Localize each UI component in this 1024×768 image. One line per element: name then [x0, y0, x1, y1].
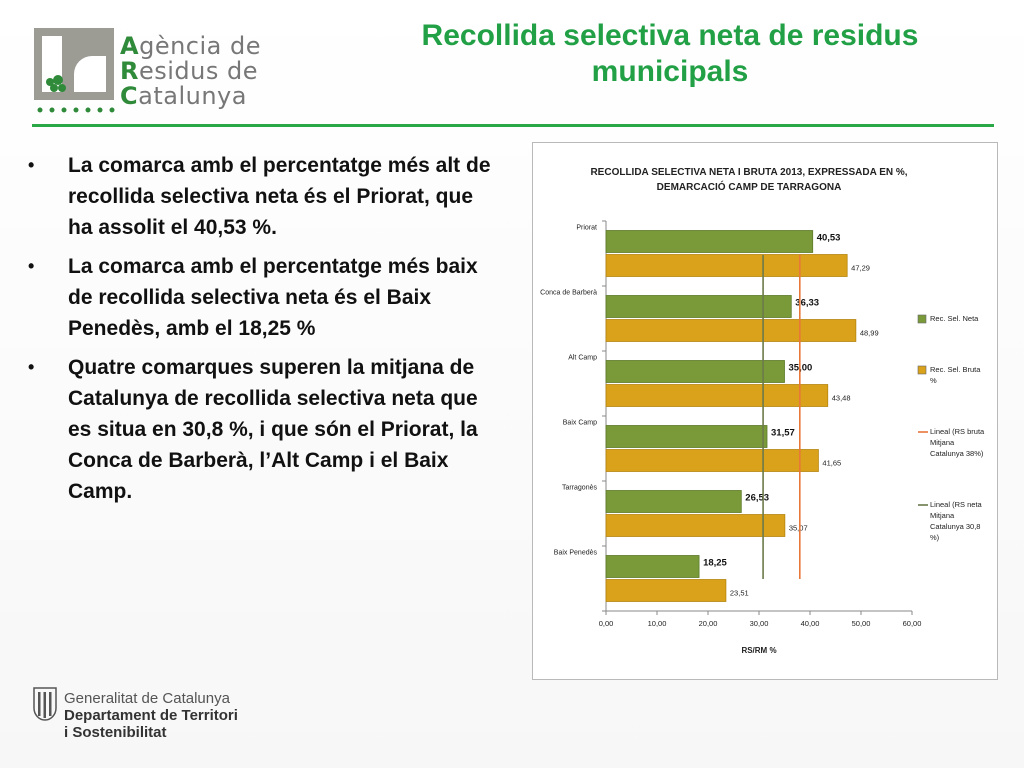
legend-label: %	[930, 376, 937, 385]
data-label-neta: 26,53	[745, 493, 769, 504]
footer-text: Generalitat de Catalunya Departament de …	[64, 690, 238, 741]
category-label: Alt Camp	[568, 355, 597, 362]
title-divider	[32, 124, 994, 127]
bar-neta	[605, 490, 742, 513]
bullet-text: La comarca amb el percentatge més alt de…	[68, 154, 491, 239]
bar-bruta	[605, 384, 829, 407]
x-tick-label: 40,00	[801, 619, 820, 628]
bar-neta	[605, 230, 814, 253]
legend-label: Rec. Sel. Neta	[930, 314, 979, 323]
bar-bruta	[605, 514, 786, 537]
logo-line-2: Residus de	[120, 57, 258, 85]
x-tick-label: 60,00	[903, 619, 922, 628]
bar-neta	[605, 360, 785, 383]
bullet-dot: •	[28, 357, 35, 377]
bar-neta	[605, 425, 768, 448]
bar-bruta	[605, 319, 857, 342]
bullet-dot: •	[28, 256, 35, 276]
x-tick-label: 0,00	[599, 619, 614, 628]
data-label-bruta: 47,29	[851, 264, 870, 273]
x-tick-label: 10,00	[648, 619, 667, 628]
category-label: Tarragonès	[562, 485, 598, 492]
x-tick-label: 50,00	[852, 619, 871, 628]
data-label-bruta: 35,07	[789, 524, 808, 533]
category-label: Baix Penedès	[554, 550, 598, 557]
bar-bruta	[605, 579, 727, 602]
chart-title: DEMARCACIÓ CAMP DE TARRAGONA	[657, 180, 842, 193]
bullet-item: • La comarca amb el percentatge més baix …	[28, 251, 498, 344]
generalitat-logo	[33, 687, 57, 721]
bar-chart: RECOLLIDA SELECTIVA NETA I BRUTA 2013, E…	[540, 167, 985, 655]
legend-label: Mitjana	[930, 438, 955, 447]
slide-title: Recollida selectiva neta de residus muni…	[421, 19, 919, 88]
legend-label: Lineal (RS bruta	[930, 427, 985, 436]
legend-label: Mitjana	[930, 511, 955, 520]
data-label-neta: 40,53	[817, 233, 841, 244]
chart-title: RECOLLIDA SELECTIVA NETA I BRUTA 2013, E…	[590, 167, 907, 178]
legend-label: Catalunya 30,8	[930, 522, 980, 531]
data-label-bruta: 23,51	[730, 589, 749, 598]
agencia-residus-wordmark: Agència de Residus de Catalunya	[120, 34, 261, 109]
data-label-bruta: 43,48	[832, 394, 851, 403]
x-axis-title: RS/RM %	[741, 646, 776, 655]
bullet-dot: •	[28, 155, 35, 175]
chart-frame: RECOLLIDA SELECTIVA NETA I BRUTA 2013, E…	[532, 142, 998, 680]
footer-line-1: Generalitat de Catalunya	[64, 690, 230, 707]
bullet-item: • La comarca amb el percentatge més alt d…	[28, 150, 498, 243]
category-label: Priorat	[576, 225, 597, 232]
data-label-neta: 31,57	[771, 428, 795, 439]
bullet-item: • Quatre comarques superen la mitjana de …	[28, 352, 498, 507]
logo-line-3: Catalunya	[120, 82, 247, 110]
category-label: Baix Camp	[563, 420, 597, 427]
bar-neta	[605, 295, 792, 318]
legend-swatch	[917, 365, 927, 375]
bullet-text: La comarca amb el percentatge més baix d…	[68, 255, 478, 340]
legend-label: Catalunya 38%)	[930, 449, 984, 458]
footer-line-2: Departament de Territori	[64, 707, 238, 724]
bar-bruta	[605, 449, 819, 472]
data-label-neta: 36,33	[795, 298, 819, 309]
data-label-bruta: 41,65	[822, 459, 841, 468]
footer-line-3: i Sostenibilitat	[64, 724, 167, 741]
bar-bruta	[605, 254, 848, 277]
data-label-neta: 18,25	[703, 558, 727, 569]
bullet-list: • La comarca amb el percentatge més alt d…	[28, 150, 498, 515]
x-tick-label: 20,00	[699, 619, 718, 628]
category-label: Conca de Barberà	[540, 290, 597, 297]
legend-label: %)	[930, 533, 940, 542]
bar-neta	[605, 555, 700, 578]
data-label-bruta: 48,99	[860, 329, 879, 338]
x-tick-label: 30,00	[750, 619, 769, 628]
logo-line-1: Agència de	[120, 32, 261, 60]
legend-label: Lineal (RS neta	[930, 500, 983, 509]
legend-swatch	[917, 314, 927, 324]
legend-label: Rec. Sel. Bruta	[930, 365, 981, 374]
agencia-residus-logo	[34, 28, 115, 113]
bullet-text: Quatre comarques superen la mitjana de C…	[68, 356, 478, 503]
